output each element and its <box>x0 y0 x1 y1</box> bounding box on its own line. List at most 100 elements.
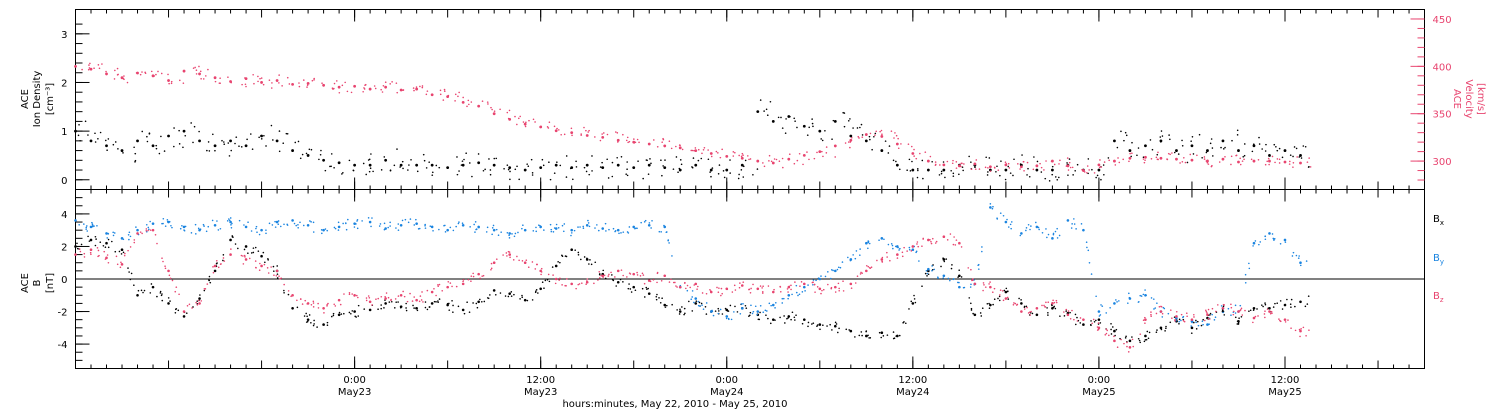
top-point-scatter <box>321 82 323 84</box>
bx-point-scatter <box>858 334 861 337</box>
top-point <box>461 163 465 167</box>
bz-point-scatter <box>299 298 302 300</box>
top-point-scatter <box>762 162 764 164</box>
top-point-scatter <box>773 158 776 160</box>
top-point-scatter <box>79 139 81 142</box>
top-point-scatter <box>443 90 446 92</box>
bz-point-scatter <box>999 294 1001 296</box>
by-point-scatter <box>171 226 173 229</box>
top-point-scatter <box>493 157 496 160</box>
top-point-scatter <box>952 172 955 175</box>
top-point-scatter <box>860 123 863 126</box>
top-point-scatter <box>656 145 659 148</box>
bz-point-scatter <box>672 281 675 284</box>
top-point-scatter <box>897 137 899 140</box>
bx-point-scatter <box>1240 316 1243 318</box>
top-point-scatter <box>732 151 735 153</box>
by-point-scatter <box>370 225 372 228</box>
bz-point-scatter <box>620 269 623 271</box>
bz-point-scatter <box>1180 313 1183 316</box>
top-point-scatter <box>565 176 568 178</box>
by-point-scatter <box>608 228 610 231</box>
bz-point-scatter <box>103 250 106 253</box>
top-point-scatter <box>1168 134 1170 136</box>
by-point <box>384 227 387 230</box>
top-point-scatter <box>633 138 635 140</box>
bz-point-scatter <box>566 278 568 280</box>
top-point-scatter <box>875 130 878 133</box>
legend-bx-sub: x <box>1440 219 1444 227</box>
by-point-scatter <box>762 311 765 313</box>
bz-point-scatter <box>1150 311 1152 313</box>
top-point-scatter <box>1033 156 1035 158</box>
by-point-scatter <box>667 239 670 241</box>
bx-point-scatter <box>903 321 905 323</box>
bz-point-scatter <box>1299 335 1301 338</box>
bz-point-scatter <box>903 246 905 249</box>
top-ylabel-line-3: [cm⁻³] <box>45 83 56 115</box>
top-point-scatter <box>1008 167 1011 169</box>
top-point <box>151 144 155 148</box>
top-point-scatter <box>765 108 768 111</box>
bz-point-scatter <box>827 283 829 286</box>
by-point-scatter <box>491 227 494 229</box>
bx-point-scatter <box>312 324 315 327</box>
top-point-scatter <box>611 175 614 178</box>
top-point-scatter <box>986 174 989 176</box>
top-point-scatter <box>179 79 181 82</box>
top-point <box>1159 156 1163 160</box>
x-tick-time-label: 0:00 <box>716 375 738 386</box>
top-point-scatter <box>583 166 586 169</box>
top-point-scatter <box>1266 160 1269 163</box>
top-point-scatter <box>816 151 818 154</box>
bx-point-scatter <box>598 273 601 276</box>
top-point-scatter <box>1058 163 1060 165</box>
x-tick-date-label: May25 <box>1268 387 1301 398</box>
by-point-scatter <box>1009 223 1012 226</box>
by-point-scatter <box>297 226 299 229</box>
bz-point-scatter <box>472 272 474 275</box>
by-point <box>616 228 620 232</box>
bx-point-scatter <box>107 238 110 241</box>
top-point-scatter <box>978 168 981 170</box>
top-point-scatter <box>313 79 315 81</box>
top-point-scatter <box>257 80 259 83</box>
bx-point-scatter <box>412 304 414 307</box>
top-point-scatter <box>431 174 434 176</box>
bx-point <box>663 303 667 307</box>
top-point <box>725 168 729 172</box>
bx-point-scatter <box>1110 333 1113 335</box>
bz-point <box>1237 310 1240 313</box>
by-point-scatter <box>1191 321 1193 324</box>
bx-point-scatter <box>734 305 736 308</box>
top-point-scatter <box>1099 159 1101 161</box>
top-point-scatter <box>1124 131 1127 134</box>
bz-point-scatter <box>967 267 970 269</box>
bx-point-scatter <box>247 252 249 255</box>
bz-point-scatter <box>929 238 931 241</box>
by-point-scatter <box>1202 323 1204 326</box>
bx-point-scatter <box>831 329 833 331</box>
top-point <box>1004 168 1008 172</box>
bz-point-scatter <box>357 296 359 299</box>
bz-point-scatter <box>188 303 191 306</box>
bx-point <box>787 315 791 318</box>
bz-point-scatter <box>750 287 752 290</box>
top-point-scatter <box>781 127 784 129</box>
top-point-scatter <box>950 169 952 172</box>
bz-point-scatter <box>419 295 422 297</box>
bz-point-scatter <box>145 229 148 232</box>
bz-point-scatter <box>79 250 82 253</box>
top-point-scatter <box>660 159 662 161</box>
top-point-scatter <box>710 175 712 178</box>
bx-point <box>244 245 248 248</box>
bx-point-scatter <box>656 293 658 296</box>
by-point-scatter <box>361 220 363 222</box>
top-point-scatter <box>940 172 943 175</box>
bx-point <box>1004 290 1008 294</box>
bz-point-scatter <box>470 280 472 283</box>
bz-point-scatter <box>1206 312 1208 314</box>
top-point-scatter <box>1273 143 1276 146</box>
bx-point <box>74 245 77 248</box>
top-point-scatter <box>489 169 492 171</box>
